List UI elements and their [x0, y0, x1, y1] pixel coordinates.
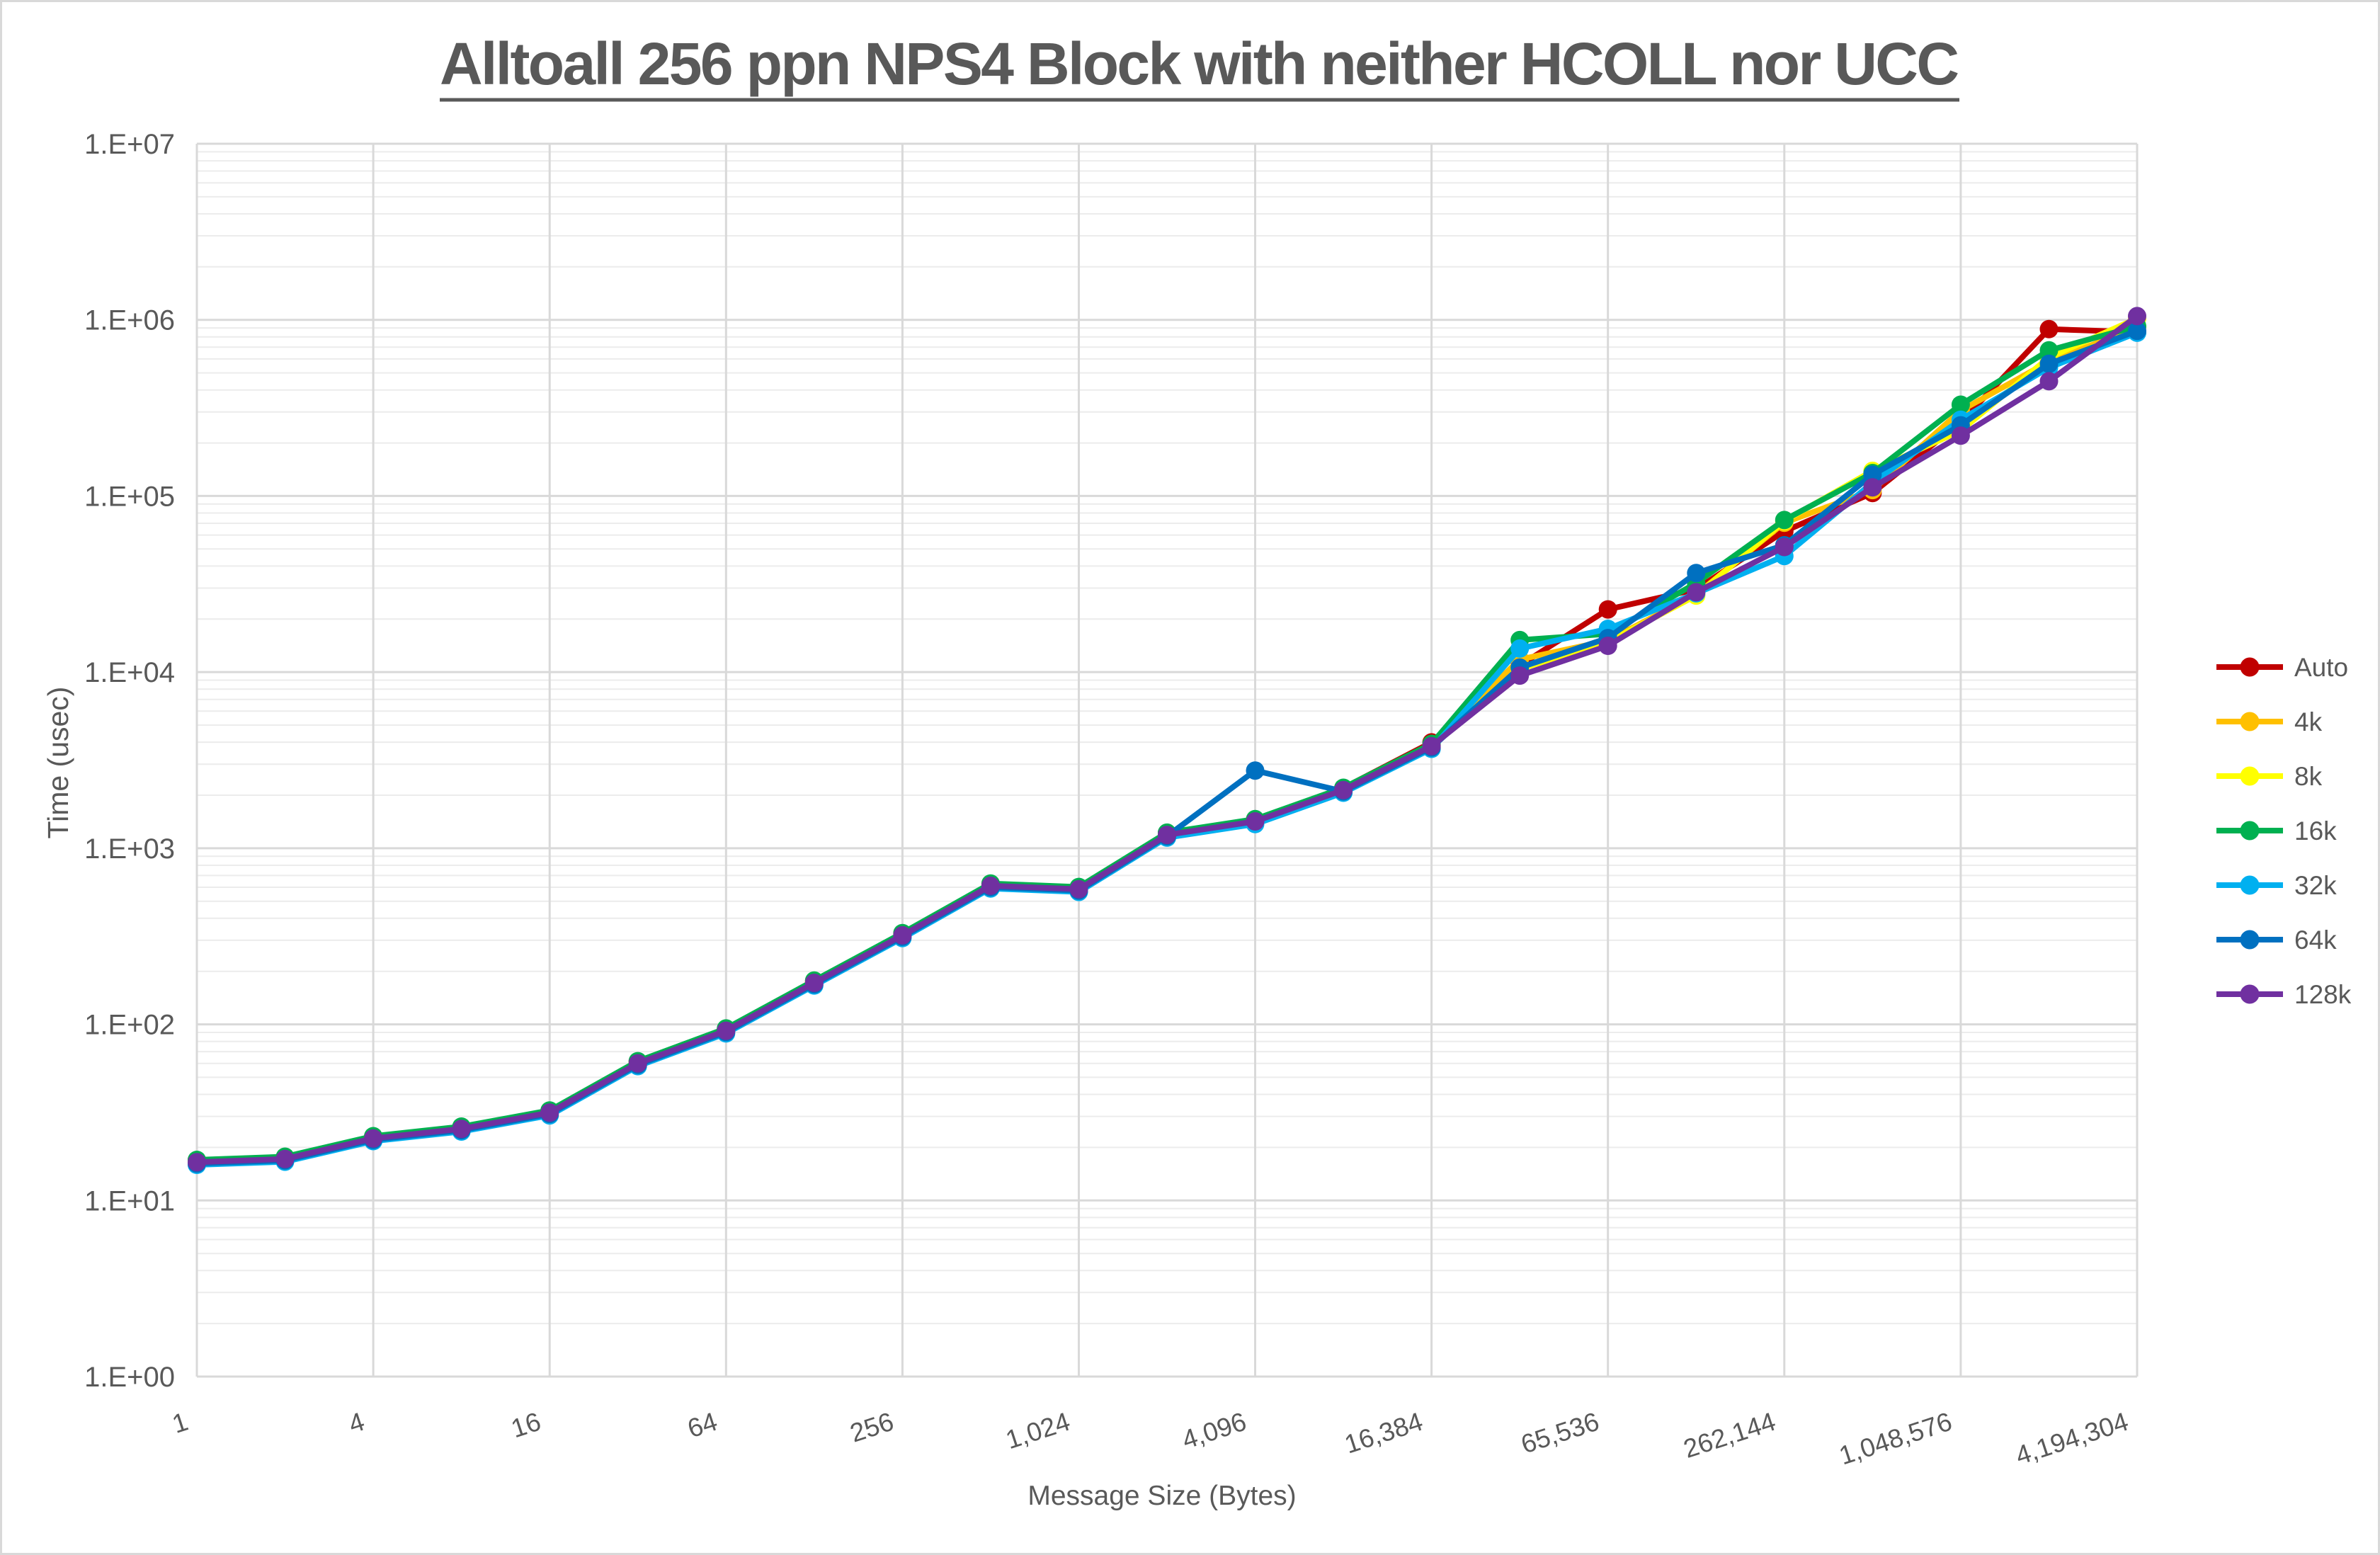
- svg-text:1.E+05: 1.E+05: [84, 481, 175, 512]
- svg-text:1.E+06: 1.E+06: [84, 305, 175, 336]
- svg-text:1.E+03: 1.E+03: [84, 833, 175, 865]
- svg-text:Auto: Auto: [2294, 653, 2348, 682]
- svg-text:1.E+01: 1.E+01: [84, 1185, 175, 1217]
- svg-text:1.E+07: 1.E+07: [84, 129, 175, 160]
- svg-text:64k: 64k: [2294, 925, 2337, 955]
- svg-text:32k: 32k: [2294, 871, 2337, 900]
- svg-text:Time (usec): Time (usec): [42, 687, 74, 839]
- svg-text:16k: 16k: [2294, 816, 2337, 845]
- svg-text:128k: 128k: [2294, 980, 2352, 1009]
- svg-text:1.E+02: 1.E+02: [84, 1010, 175, 1041]
- svg-text:4k: 4k: [2294, 707, 2323, 736]
- svg-text:8k: 8k: [2294, 762, 2323, 791]
- svg-text:Alltoall 256 ppn NPS4 Block wi: Alltoall 256 ppn NPS4 Block with neither…: [440, 30, 1959, 97]
- svg-text:1.E+04: 1.E+04: [84, 657, 175, 688]
- svg-text:1.E+00: 1.E+00: [84, 1362, 175, 1393]
- svg-text:Message Size (Bytes): Message Size (Bytes): [1027, 1481, 1296, 1511]
